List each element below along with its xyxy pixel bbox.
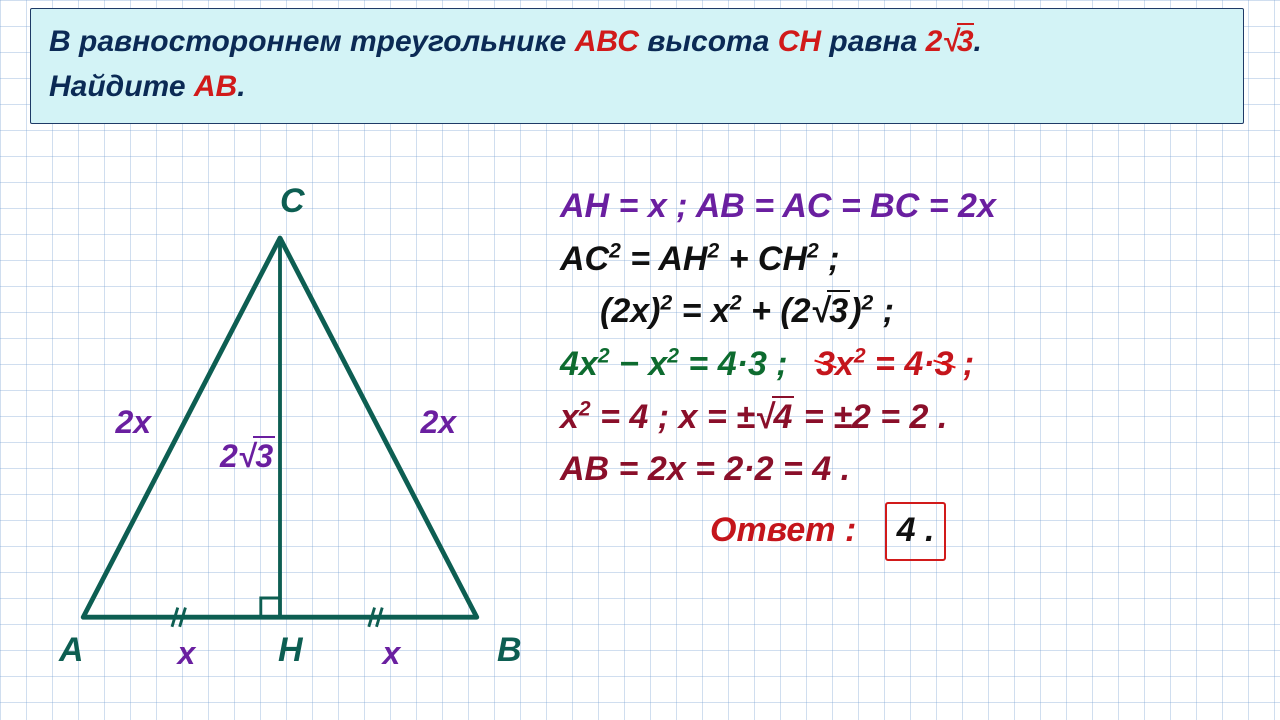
solution-line-1: AH = x ; AB = AC = BC = 2x — [560, 180, 1260, 233]
solution-line-6: AB = 2x = 2·2 = 4 . — [560, 443, 1260, 496]
problem-line-1: В равностороннем треугольнике АВС высота… — [49, 19, 1225, 64]
text: высота — [639, 25, 778, 58]
text: . — [974, 25, 982, 58]
solution-line-2: AC2 = AH2 + CH2 ; — [560, 233, 1260, 286]
solution-line-4: 4x2 − x2 = 4·3 ; 3x2 = 4·3 ; — [560, 338, 1260, 391]
figure-label: 2x — [421, 404, 457, 441]
figure-label: x — [383, 635, 401, 672]
text: равна — [821, 25, 926, 58]
answer-label: Ответ : — [710, 511, 856, 549]
text: . — [237, 70, 245, 103]
solution-answer: Ответ : 4 . — [560, 502, 1260, 561]
solution-block: AH = x ; AB = AC = BC = 2x AC2 = AH2 + C… — [560, 180, 1260, 561]
highlight-ch: СН — [778, 25, 821, 58]
problem-box: В равностороннем треугольнике АВС высота… — [30, 8, 1244, 124]
figure-label: 2x — [116, 404, 152, 441]
highlight-abc: АВС — [575, 25, 639, 58]
solution-line-3: (2x)2 = x2 + (2√3)2 ; — [560, 285, 1260, 338]
solution-line-5: x2 = 4 ; x = ±√4 = ±2 = 2 . — [560, 391, 1260, 444]
text: В равностороннем треугольнике — [49, 25, 575, 58]
figure-label: C — [280, 182, 305, 221]
figure-label: A — [59, 631, 84, 670]
highlight-value: 2√3 — [926, 25, 974, 58]
struck-3: 3 — [816, 345, 835, 383]
problem-line-2: Найдите АВ. — [49, 64, 1225, 109]
figure-label: H — [278, 631, 303, 670]
canvas: В равностороннем треугольнике АВС высота… — [0, 0, 1280, 720]
text: Найдите — [49, 70, 194, 103]
answer-value: 4 . — [885, 502, 947, 561]
figure-label: 2√3 — [220, 438, 275, 475]
figure-label: B — [497, 631, 522, 670]
figure-label: x — [178, 635, 196, 672]
highlight-ab: АВ — [194, 70, 237, 103]
struck-3b: 3 — [935, 345, 954, 383]
